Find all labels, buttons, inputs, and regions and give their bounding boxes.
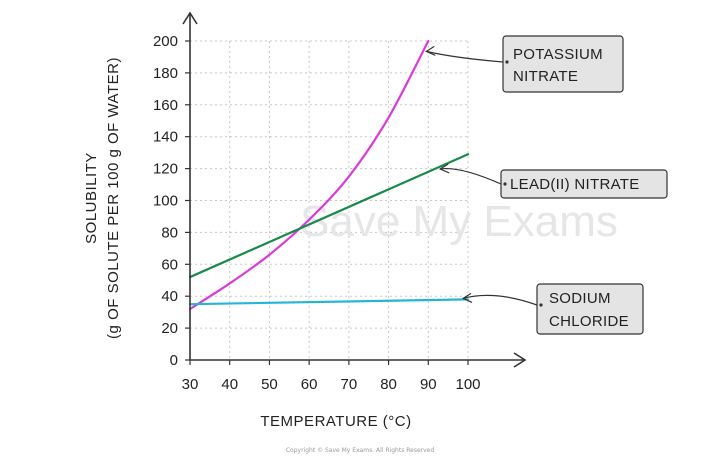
x-tick-label: 80 <box>380 376 397 393</box>
callout-dot <box>505 60 509 64</box>
y-axis-arrow <box>182 11 198 25</box>
y-tick-label: 20 <box>161 320 178 337</box>
x-tick-label: 50 <box>261 376 278 393</box>
series-line-1 <box>188 153 470 279</box>
y-tick-label: 0 <box>170 352 178 369</box>
series-label: LEAD(II) NITRATE <box>510 176 640 193</box>
callout-arrow <box>462 294 538 306</box>
x-tick-label: 40 <box>221 376 238 393</box>
series-label: POTASSIUM <box>513 46 603 63</box>
callout-dot <box>539 303 543 307</box>
series-label: NITRATE <box>513 68 578 85</box>
callout-arrowhead <box>425 45 436 56</box>
copyright-footer: Copyright © Save My Exams. All Rights Re… <box>286 447 435 454</box>
y-tick-label: 60 <box>161 256 178 273</box>
watermark: Save My Exams <box>300 197 618 246</box>
callout-2: SODIUM CHLORIDE <box>461 283 644 335</box>
x-tick-label: 100 <box>455 376 480 393</box>
y-tick-label: 160 <box>153 97 178 114</box>
callout-box <box>536 283 644 335</box>
y-axis-title-line2: (g OF SOLUTE PER 100 g OF WATER) <box>105 57 122 339</box>
grid <box>190 40 469 360</box>
callout-arrowhead <box>438 163 450 174</box>
x-axis-arrow <box>513 352 527 368</box>
y-tick-label: 80 <box>161 224 178 241</box>
watermark-text: Save My Exams <box>300 197 618 246</box>
y-tick-label: 40 <box>161 288 178 305</box>
x-axis-title: TEMPERATURE (°C) <box>260 413 411 430</box>
x-tick-label: 30 <box>182 376 199 393</box>
y-tick-label: 140 <box>153 129 178 146</box>
tick-labels: 0 20 40 60 80 100 120 140 160 180 200 30 40 50 60 70 80 9… <box>153 33 481 393</box>
series-layer <box>188 39 470 311</box>
x-tick-label: 60 <box>301 376 318 393</box>
series-label: CHLORIDE <box>549 313 629 330</box>
y-tick-label: 180 <box>153 65 178 82</box>
axes <box>182 11 527 368</box>
x-tick-label: 90 <box>420 376 437 393</box>
y-axis-title-line1: SOLUBILITY <box>83 152 100 244</box>
x-tick-label: 70 <box>341 376 358 393</box>
callout-0: POTASSIUM NITRATE <box>425 35 624 93</box>
series-line-2 <box>188 298 470 306</box>
y-tick-label: 200 <box>153 33 178 50</box>
callout-arrow <box>440 167 502 185</box>
callout-box <box>502 35 624 93</box>
series-label: SODIUM <box>549 290 611 307</box>
y-tick-label: 120 <box>153 161 178 178</box>
y-tick-label: 100 <box>153 193 178 210</box>
callout-arrow <box>426 50 504 63</box>
series-line-0 <box>188 39 430 311</box>
callout-arrowhead <box>461 292 473 303</box>
callout-dot <box>503 182 507 186</box>
callouts: POTASSIUM NITRATE LEAD(II) NITRATE SODIUM CH… <box>425 35 668 335</box>
callout-1: LEAD(II) NITRATE <box>438 163 668 199</box>
